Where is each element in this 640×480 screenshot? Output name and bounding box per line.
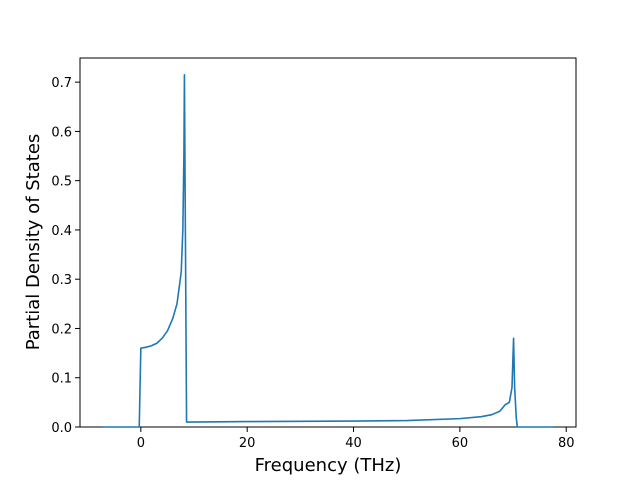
y-tick-label: 0.4 (51, 224, 72, 239)
x-axis-label: Frequency (THz) (255, 455, 402, 476)
y-tick-label: 0.3 (51, 273, 72, 288)
y-tick-label: 0.7 (51, 76, 72, 91)
x-tick-label: 20 (239, 436, 256, 451)
y-tick-label: 0.1 (51, 372, 72, 387)
y-tick-label: 0.0 (51, 421, 72, 436)
plot-frame (79, 57, 577, 428)
y-tick-label: 0.5 (51, 175, 72, 190)
x-tick-label: 0 (137, 436, 145, 451)
x-tick-label: 60 (452, 436, 469, 451)
y-tick-label: 0.2 (51, 322, 72, 337)
y-tick-label: 0.6 (51, 125, 72, 140)
x-tick-label: 80 (558, 436, 575, 451)
y-axis-label: Partial Density of States (23, 134, 44, 351)
x-tick-label: 40 (345, 436, 362, 451)
data-line (102, 73, 554, 428)
